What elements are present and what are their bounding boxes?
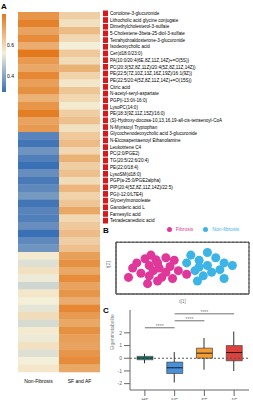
svg-text:5-Cholestene-3beta-25-diol-3-s: 5-Cholestene-3beta-25-diol-3-sulfate bbox=[110, 31, 185, 36]
html-text:Fibrosis: Fibrosis bbox=[175, 226, 194, 232]
svg-text:Glycerylmonooleate: Glycerylmonooleate bbox=[110, 198, 151, 203]
svg-text:TG(20:5/22:6/20:4): TG(20:5/22:6/20:4) bbox=[110, 158, 149, 163]
svg-text:N-acetyl-seryl-aspartate: N-acetyl-seryl-aspartate bbox=[110, 91, 159, 96]
svg-text:Tetradecanedioic acid: Tetradecanedioic acid bbox=[110, 218, 155, 223]
svg-text:N-Myristoyl Tryptophan: N-Myristoyl Tryptophan bbox=[110, 125, 158, 130]
svg-text:Eigenmetabolite: Eigenmetabolite bbox=[109, 314, 115, 350]
svg-text:-1: -1 bbox=[118, 368, 123, 374]
svg-text:PA(10:0/20:4(6E,8Z,11Z,14Z)+=O: PA(10:0/20:4(6E,8Z,11Z,14Z)+=O(5S)) bbox=[110, 58, 189, 63]
svg-text:(S)-Hydroxy-docosa-10,13,16,19: (S)-Hydroxy-docosa-10,13,16,19-all-cis-t… bbox=[110, 118, 223, 123]
svg-text:0.6: 0.6 bbox=[8, 42, 14, 48]
svg-text:Cer(d18:0/23:0): Cer(d18:0/23:0) bbox=[110, 51, 143, 56]
svg-text:PC(20:3(5Z,8Z,11Z)/20:4(5Z,8Z,: PC(20:3(5Z,8Z,11Z)/20:4(5Z,8Z,11Z,14Z)) bbox=[110, 65, 196, 70]
svg-text:Citric acid: Citric acid bbox=[110, 85, 131, 90]
svg-text:2: 2 bbox=[119, 330, 122, 336]
svg-text:Isodeoxycholic acid: Isodeoxycholic acid bbox=[110, 44, 150, 49]
html-text:C: C bbox=[103, 306, 109, 315]
svg-text:PE(18:3(9Z,11Z,15Z)/16:0): PE(18:3(9Z,11Z,15Z)/16:0) bbox=[110, 111, 165, 116]
svg-text:PE(22:5/20:4(5Z,8Z,11Z,14Z)+=O: PE(22:5/20:4(5Z,8Z,11Z,14Z)+=O(15S)) bbox=[110, 78, 192, 83]
svg-text:PIP(20:4(5Z,8Z,11Z,14Z)/22:5): PIP(20:4(5Z,8Z,11Z,14Z)/22:5) bbox=[110, 185, 173, 190]
svg-text:AF: AF bbox=[231, 397, 237, 400]
svg-text:PG(i-12:0/LTE4): PG(i-12:0/LTE4) bbox=[110, 192, 144, 197]
svg-text:0.4: 0.4 bbox=[8, 73, 14, 79]
svg-text:Non-Fibrosis: Non-Fibrosis bbox=[24, 378, 53, 384]
svg-text:NF: NF bbox=[171, 397, 178, 400]
svg-text:PGP(i-13:0/i-16:0): PGP(i-13:0/i-16:0) bbox=[110, 98, 147, 103]
svg-text:Cortolone-3-glucuronide: Cortolone-3-glucuronide bbox=[110, 11, 160, 16]
svg-text:PE(22:0/18:4): PE(22:0/18:4) bbox=[110, 165, 139, 170]
svg-text:Farnesylic acid: Farnesylic acid bbox=[110, 212, 141, 217]
svg-text:PE(22:5(7Z,10Z,13Z,16Z,19Z)/16: PE(22:5(7Z,10Z,13Z,16Z,19Z)/16:1(9Z)) bbox=[110, 71, 192, 76]
svg-text:Tetrahydroaldosterone-3-glucur: Tetrahydroaldosterone-3-glucuronide bbox=[110, 38, 186, 43]
svg-text:PGP(a-25:0/PGE2alpha): PGP(a-25:0/PGE2alpha) bbox=[110, 178, 161, 183]
html-text:Non-fibrosis: Non-fibrosis bbox=[212, 226, 239, 232]
svg-text:Ganoderic acid L: Ganoderic acid L bbox=[110, 205, 145, 210]
svg-text:Leukotriene C4: Leukotriene C4 bbox=[110, 145, 142, 150]
svg-text:****: **** bbox=[186, 316, 194, 322]
svg-text:SF: SF bbox=[201, 397, 207, 400]
svg-text:Dimethylcholesterol-3-sulfate: Dimethylcholesterol-3-sulfate bbox=[110, 24, 170, 29]
svg-text:LysoSM(d18:0): LysoSM(d18:0) bbox=[110, 172, 141, 177]
svg-text:1: 1 bbox=[119, 342, 122, 348]
svg-text:t[2]: t[2] bbox=[105, 261, 111, 269]
svg-text:N-Eicosapentaenoyl Ethanolamin: N-Eicosapentaenoyl Ethanolamine bbox=[110, 138, 181, 143]
svg-text:-2: -2 bbox=[118, 380, 123, 386]
svg-text:Glycochenodeoxycholic acid 3-g: Glycochenodeoxycholic acid 3-glucuronide bbox=[110, 131, 198, 136]
svg-text:****: **** bbox=[200, 309, 208, 315]
svg-text:HS: HS bbox=[141, 397, 149, 400]
svg-text:PC(2:0/PGE2): PC(2:0/PGE2) bbox=[110, 151, 140, 156]
html-text:B: B bbox=[103, 226, 109, 235]
svg-text:****: **** bbox=[156, 323, 164, 329]
svg-text:SF and AF: SF and AF bbox=[68, 378, 92, 384]
svg-text:0: 0 bbox=[119, 355, 122, 361]
svg-text:t[1]: t[1] bbox=[179, 298, 187, 304]
svg-text:LysoPC(14:0): LysoPC(14:0) bbox=[110, 105, 138, 110]
svg-text:Lithocholic acid glycine conju: Lithocholic acid glycine conjugate bbox=[110, 18, 179, 23]
